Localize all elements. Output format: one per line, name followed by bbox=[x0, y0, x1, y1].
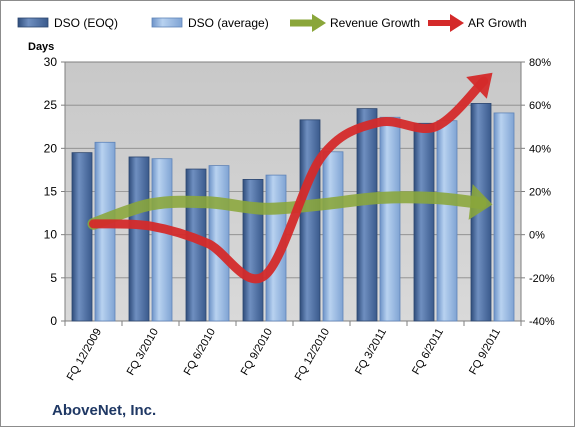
right-tick-label: -40% bbox=[529, 316, 555, 328]
ar-growth-arrowhead bbox=[466, 72, 493, 99]
legend-label: DSO (average) bbox=[188, 16, 269, 30]
legend-swatch bbox=[17, 17, 49, 28]
x-tick-label: FQ 6/2010 bbox=[182, 327, 218, 378]
legend-swatch bbox=[151, 17, 183, 28]
x-tick-label: FQ 12/2010 bbox=[293, 327, 332, 383]
x-tick-label: FQ 9/2010 bbox=[239, 327, 275, 378]
legend-arrow-swatch bbox=[312, 14, 326, 32]
legend: DSO (EOQ) DSO (average) Revenue Growth AR G… bbox=[17, 14, 527, 32]
right-tick-label: 80% bbox=[529, 57, 551, 69]
left-tick-label: 30 bbox=[44, 55, 58, 69]
bar-dso-average bbox=[379, 116, 401, 322]
x-tick-label: FQ 6/2011 bbox=[410, 327, 446, 377]
left-tick-label: 10 bbox=[44, 228, 58, 242]
right-tick-label: 20% bbox=[529, 187, 551, 199]
bar-dso-eoq bbox=[242, 179, 264, 322]
company-name: AboveNet, Inc. bbox=[52, 402, 156, 419]
bar-dso-eoq bbox=[128, 156, 150, 322]
bar-dso-average bbox=[151, 158, 173, 322]
bar-dso-average bbox=[493, 112, 515, 322]
x-tick-label: FQ 12/2009 bbox=[65, 327, 104, 383]
revenue-growth-line bbox=[87, 191, 487, 230]
left-tick-label: 25 bbox=[44, 98, 58, 112]
bar-dso-average bbox=[322, 151, 344, 322]
revenue-growth-arrowhead bbox=[468, 184, 493, 220]
legend-label: DSO (EOQ) bbox=[54, 16, 118, 30]
left-tick-label: 5 bbox=[50, 271, 57, 285]
right-tick-label: 60% bbox=[529, 100, 551, 112]
right-tick-label: 40% bbox=[529, 143, 551, 155]
x-tick-label: FQ 9/2011 bbox=[467, 327, 503, 377]
legend-arrow-swatch bbox=[450, 14, 464, 32]
bar-dso-eoq bbox=[299, 119, 321, 322]
bar-dso-eoq bbox=[413, 122, 435, 322]
left-axis-title: Days bbox=[28, 41, 54, 53]
bars bbox=[71, 103, 515, 322]
right-tick-label: 0% bbox=[529, 230, 545, 242]
legend-label: AR Growth bbox=[468, 16, 527, 30]
left-tick-label: 0 bbox=[50, 314, 57, 328]
bar-dso-average bbox=[436, 120, 458, 322]
bar-dso-eoq bbox=[356, 108, 378, 322]
left-tick-label: 15 bbox=[44, 185, 58, 199]
ar-growth-line bbox=[89, 76, 489, 284]
legend-label: Revenue Growth bbox=[330, 16, 420, 30]
left-tick-label: 20 bbox=[44, 141, 58, 155]
x-tick-label: FQ 3/2010 bbox=[125, 327, 161, 378]
bar-dso-average bbox=[94, 141, 116, 322]
right-tick-label: -20% bbox=[529, 273, 555, 285]
x-tick-label: FQ 3/2011 bbox=[353, 327, 389, 377]
bar-dso-eoq bbox=[71, 152, 93, 322]
growth-lines bbox=[87, 72, 493, 284]
